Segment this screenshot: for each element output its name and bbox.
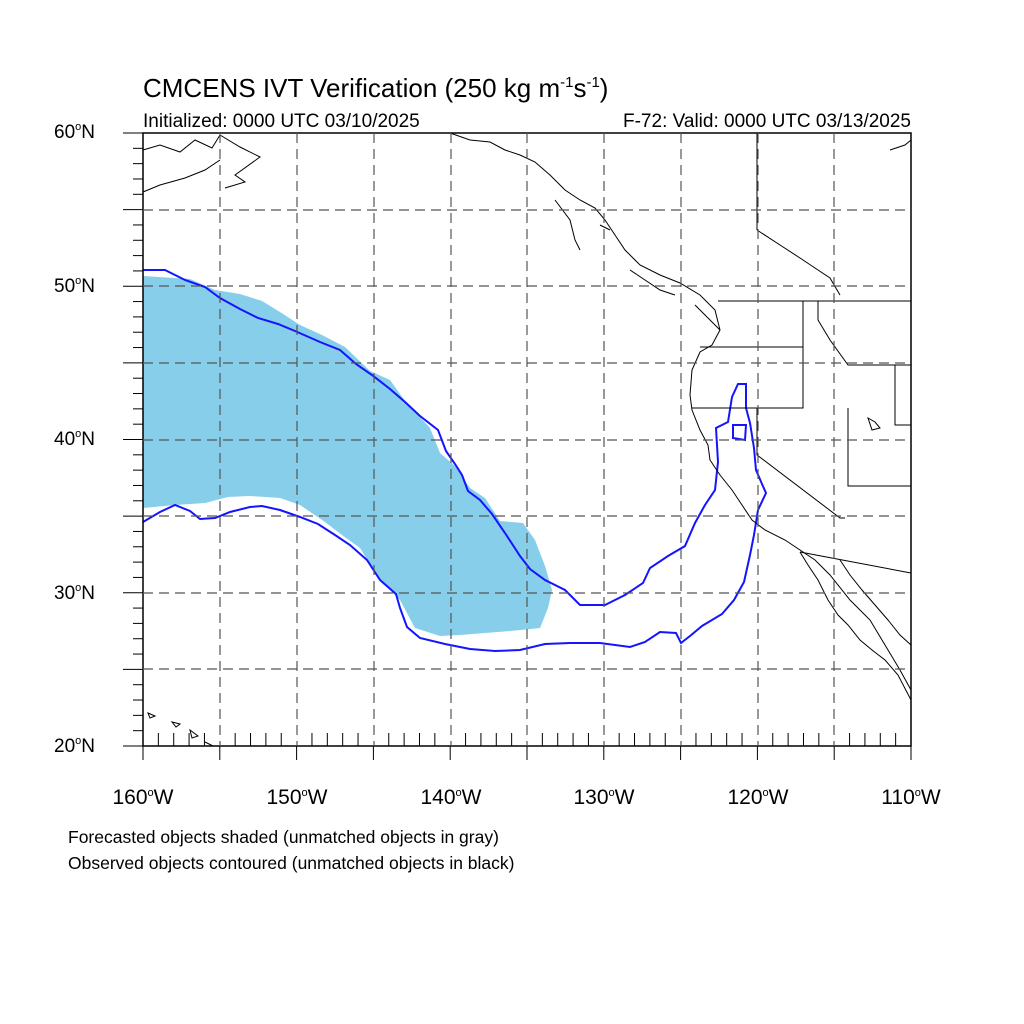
lon-label-130w: 130oW — [573, 786, 635, 809]
observed-ivt-contour — [142, 269, 768, 653]
alaska-coastline — [142, 134, 261, 193]
graticule — [143, 133, 911, 746]
island-hawaii — [147, 712, 214, 747]
lon-label-140w: 140oW — [420, 786, 482, 809]
observed-ivt-contour-inner-loop — [732, 424, 748, 442]
lon-label-150w: 150oW — [266, 786, 328, 809]
islands-ne — [867, 139, 912, 431]
lon-label-120w: 120oW — [727, 786, 789, 809]
coastlines — [142, 132, 912, 747]
axis-ticks — [123, 132, 912, 760]
gulf-coastline — [839, 559, 912, 646]
initialized-time: Initialized: 0000 UTC 03/10/2025 — [143, 111, 420, 132]
lat-label-50: 50oN — [54, 275, 95, 298]
footnote-forecast: Forecasted objects shaded (unmatched obj… — [68, 827, 499, 847]
forecast-ivt-object — [143, 276, 552, 636]
interior-coastline — [756, 229, 841, 296]
state-borders — [692, 133, 912, 574]
lat-label-20: 20oN — [54, 735, 95, 758]
baja-coastline — [799, 551, 912, 701]
lon-label-160w: 160oW — [112, 786, 174, 809]
chart-title: CMCENS IVT Verification (250 kg m-1s-1) — [143, 73, 609, 103]
lat-label-60: 60oN — [54, 121, 95, 144]
lon-label-110w: 110oW — [881, 786, 941, 809]
footnote-observed: Observed objects contoured (unmatched ob… — [68, 853, 515, 873]
lat-label-30: 30oN — [54, 582, 95, 605]
lat-label-40: 40oN — [54, 428, 95, 451]
islands-bc — [554, 199, 721, 331]
valid-time: F-72: Valid: 0000 UTC 03/13/2025 — [623, 111, 911, 132]
